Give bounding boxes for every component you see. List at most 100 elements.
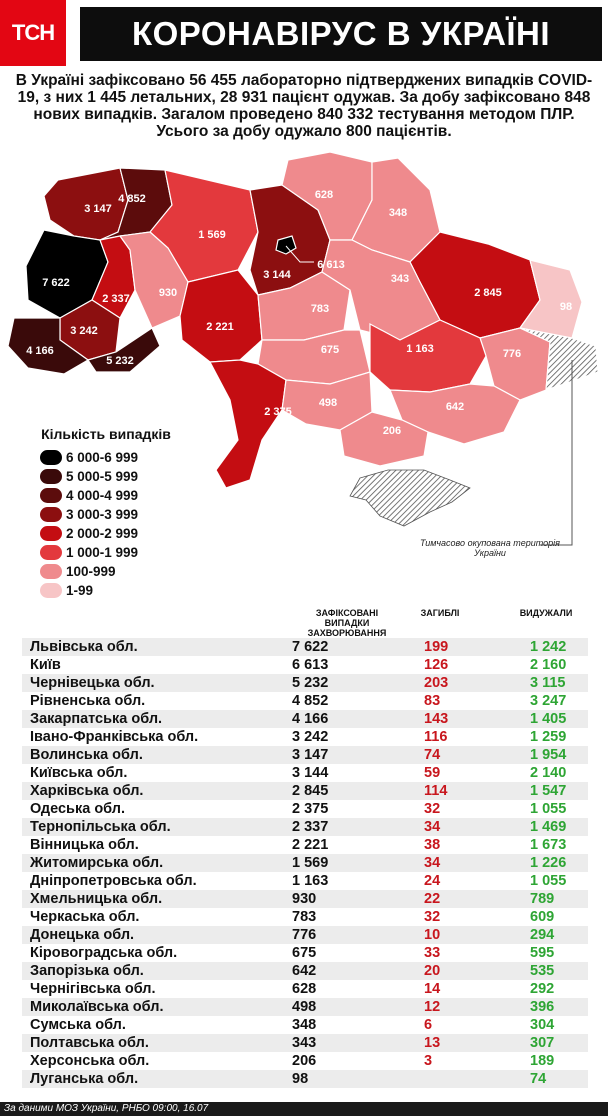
table-row: Дніпропетровська обл. 1 163 24 1 055 (22, 872, 588, 890)
region-name: Запорізька обл. (30, 963, 144, 979)
label-khmelnytskyi: 930 (159, 287, 177, 299)
region-name: Черкаська обл. (30, 909, 140, 925)
table-row: Івано-Франківська обл. 3 242 116 1 259 (22, 728, 588, 746)
region-zakarpattia (7, 317, 90, 375)
deaths-value: 13 (424, 1035, 441, 1051)
table-row: Сумська обл. 348 6 304 (22, 1016, 588, 1034)
deaths-value: 199 (424, 639, 449, 655)
recovered-value: 1 954 (530, 747, 567, 763)
occupied-territory-note: Тимчасово окупована територія України (420, 538, 560, 558)
legend-item: 6 000-6 999 (32, 448, 180, 467)
region-name: Рівненська обл. (30, 693, 146, 709)
legend-swatch (40, 488, 62, 503)
cases-value: 642 (292, 963, 317, 979)
table-row: Львівська обл. 7 622 199 1 242 (22, 638, 588, 656)
table-row: Одеська обл. 2 375 32 1 055 (22, 800, 588, 818)
deaths-value: 34 (424, 819, 441, 835)
deaths-value: 114 (424, 783, 448, 799)
deaths-value: 203 (424, 675, 449, 691)
label-dnipro: 1 163 (406, 343, 434, 355)
header-deaths: ЗАГИБЛІ (420, 608, 460, 618)
region-name: Львівська обл. (30, 639, 138, 655)
recovered-value: 304 (530, 1017, 555, 1033)
legend-label: 6 000-6 999 (66, 450, 139, 465)
table-row: Запорізька обл. 642 20 535 (22, 962, 588, 980)
source-footer: За даними МОЗ України, РНБО 09:00, 16.07 (0, 1102, 608, 1116)
ukraine-map: 3 147 4 852 1 569 3 144 6 613 628 348 2 … (7, 151, 599, 546)
header-cases: ЗАФІКСОВАНІ ВИПАДКИ ЗАХВОРЮВАННЯ (307, 608, 387, 638)
table-row: Тернопільська обл. 2 337 34 1 469 (22, 818, 588, 836)
recovered-value: 307 (530, 1035, 555, 1051)
legend-swatch (40, 526, 62, 541)
deaths-value: 32 (424, 801, 441, 817)
region-name: Івано-Франківська обл. (30, 729, 199, 745)
region-name: Чернівецька обл. (30, 675, 155, 691)
region-odesa (209, 359, 287, 489)
label-mykolaiv: 498 (319, 397, 337, 409)
deaths-value: 33 (424, 945, 441, 961)
label-ternopil: 2 337 (102, 293, 130, 305)
region-name: Вінницька обл. (30, 837, 139, 853)
label-zhytomyr: 1 569 (198, 229, 226, 241)
deaths-value: 32 (424, 909, 441, 925)
deaths-value: 83 (424, 693, 441, 709)
legend-swatch (40, 469, 62, 484)
recovered-value: 396 (530, 999, 555, 1015)
region-name: Херсонська обл. (30, 1053, 150, 1069)
cases-value: 7 622 (292, 639, 329, 655)
region-chernivtsi (87, 327, 161, 373)
legend-swatch (40, 583, 62, 598)
legend-item: 2 000-2 999 (32, 524, 180, 543)
cases-value: 3 144 (292, 765, 329, 781)
label-kyiv-obl: 3 144 (263, 269, 291, 281)
recovered-value: 1 547 (530, 783, 567, 799)
recovered-value: 1 405 (530, 711, 567, 727)
deaths-value: 14 (424, 981, 441, 997)
recovered-value: 292 (530, 981, 555, 997)
deaths-value: 24 (424, 873, 441, 889)
label-zaporizhzhia: 642 (446, 401, 464, 413)
legend-item: 1-99 (32, 581, 180, 600)
page-title: КОРОНАВІРУС В УКРАЇНІ (80, 7, 602, 61)
table-row: Херсонська обл. 206 3 189 (22, 1052, 588, 1070)
cases-value: 343 (292, 1035, 317, 1051)
legend-items: 6 000-6 999 5 000-5 999 4 000-4 999 3 000-3… (32, 448, 180, 600)
header-recovered: ВИДУЖАЛИ (519, 608, 573, 618)
legend-label: 100-999 (66, 564, 116, 579)
legend-swatch (40, 507, 62, 522)
table-row: Чернівецька обл. 5 232 203 3 115 (22, 674, 588, 692)
legend-title: Кількість випадків (41, 426, 171, 442)
label-kirovohrad: 675 (321, 344, 339, 356)
deaths-value: 126 (424, 657, 449, 673)
deaths-value: 12 (424, 999, 441, 1015)
cases-value: 3 242 (292, 729, 329, 745)
cases-value: 5 232 (292, 675, 329, 691)
table-row: Луганська обл. 98 74 (22, 1070, 588, 1088)
label-kharkiv: 2 845 (474, 287, 502, 299)
label-chernihiv: 628 (315, 189, 333, 201)
region-dnipro (369, 319, 487, 393)
deaths-value: 59 (424, 765, 441, 781)
legend-swatch (40, 564, 62, 579)
region-name: Житомирська обл. (30, 855, 164, 871)
deaths-value: 116 (424, 729, 448, 745)
label-kherson: 206 (383, 425, 401, 437)
table-row: Кіровоградська обл. 675 33 595 (22, 944, 588, 962)
cases-value: 4 852 (292, 693, 329, 709)
table-header: ЗАФІКСОВАНІ ВИПАДКИ ЗАХВОРЮВАННЯ ЗАГИБЛІ… (0, 604, 608, 638)
legend-swatch (40, 545, 62, 560)
legend-item: 3 000-3 999 (32, 505, 180, 524)
recovered-value: 535 (530, 963, 555, 979)
region-name: Сумська обл. (30, 1017, 126, 1033)
cases-value: 348 (292, 1017, 317, 1033)
legend-item: 100-999 (32, 562, 180, 581)
legend-label: 1-99 (66, 583, 94, 598)
recovered-value: 2 140 (530, 765, 567, 781)
table-row: Вінницька обл. 2 221 38 1 673 (22, 836, 588, 854)
cases-value: 930 (292, 891, 317, 907)
label-cherkasy: 783 (311, 303, 329, 315)
table-row: Чернігівська обл. 628 14 292 (22, 980, 588, 998)
region-name: Тернопільська обл. (30, 819, 171, 835)
table-row: Миколаївська обл. 498 12 396 (22, 998, 588, 1016)
label-rivne: 4 852 (118, 193, 146, 205)
